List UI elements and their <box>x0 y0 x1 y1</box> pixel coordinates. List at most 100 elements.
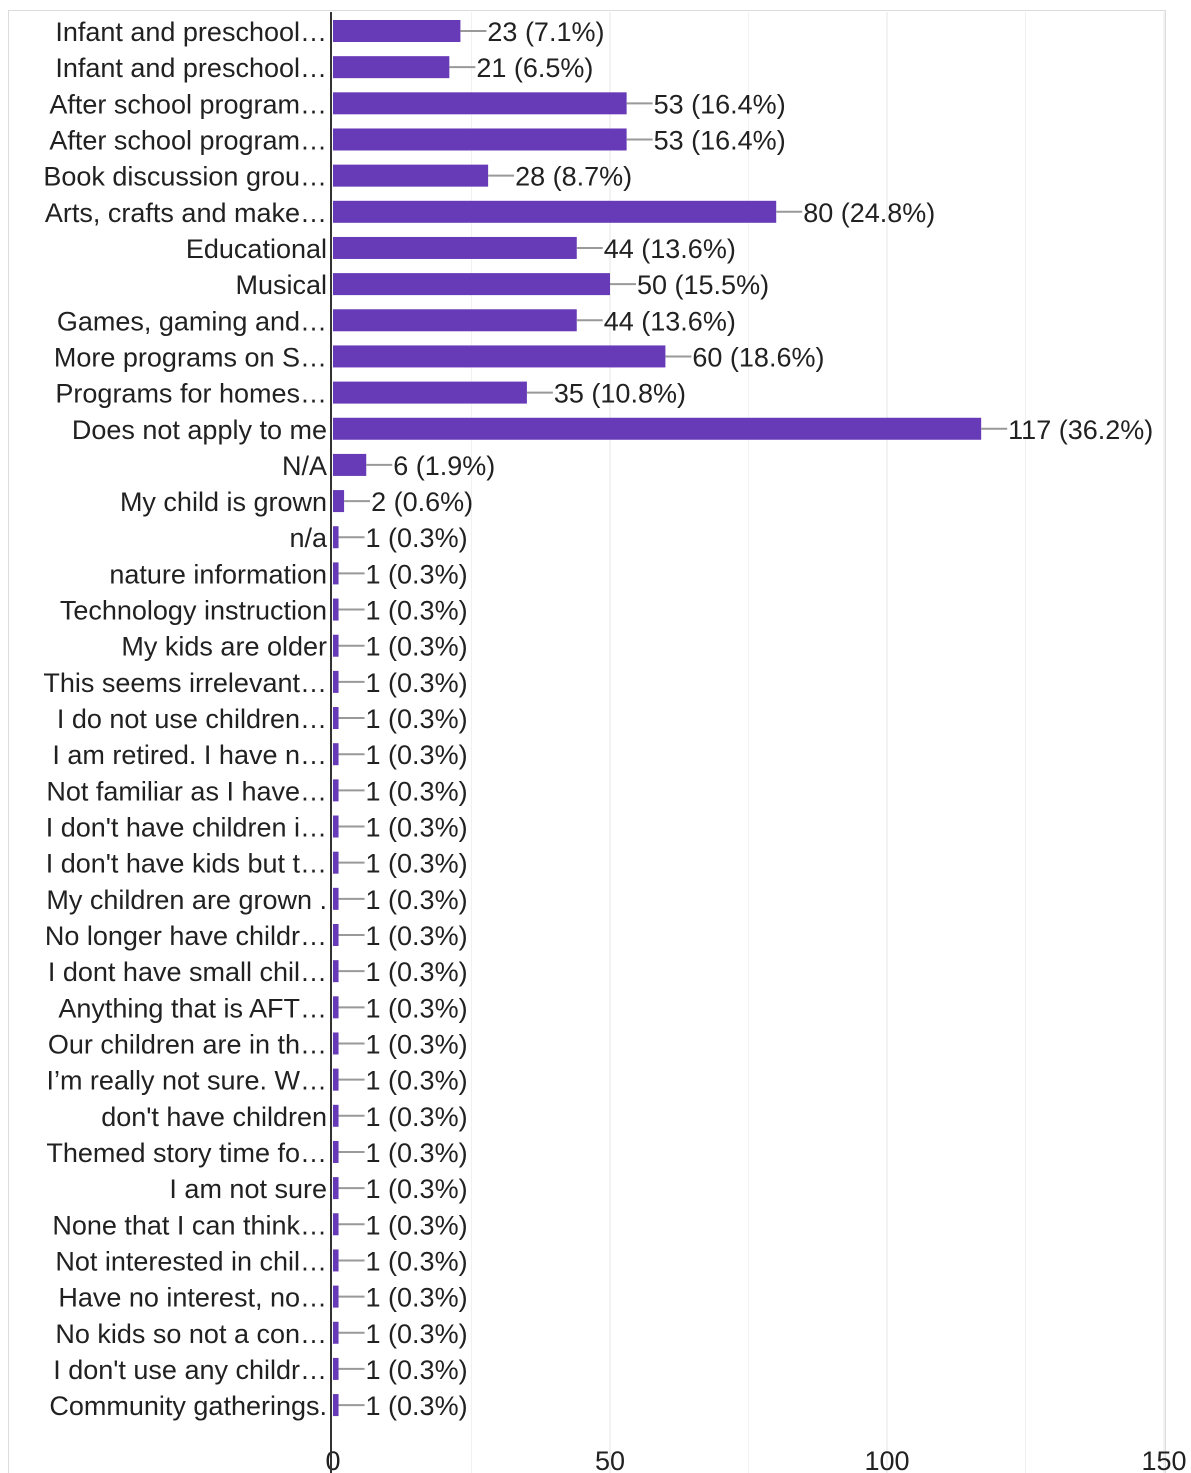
value-label: 50 (15.5%) <box>637 270 769 300</box>
category-label: Our children are in th… <box>48 1029 327 1059</box>
bar <box>333 1321 339 1344</box>
category-label: Anything that is AFT… <box>58 993 327 1023</box>
bar <box>333 92 627 115</box>
bar <box>333 236 577 259</box>
category-label: Themed story time fo… <box>46 1138 327 1168</box>
x-tick-label: 0 <box>325 1446 340 1473</box>
category-label: After school program… <box>49 89 327 119</box>
category-label: nature information <box>109 559 327 589</box>
value-label: 53 (16.4%) <box>654 89 786 119</box>
leader-lines <box>338 30 1008 1407</box>
value-label: 1 (0.3%) <box>366 957 468 987</box>
bar <box>333 1213 339 1236</box>
bar <box>333 526 339 549</box>
category-label: Community gatherings. <box>49 1391 327 1421</box>
value-label: 44 (13.6%) <box>604 234 736 264</box>
value-label: 1 (0.3%) <box>366 776 468 806</box>
category-label: None that I can think… <box>52 1210 327 1240</box>
bar <box>333 743 339 766</box>
value-label: 1 (0.3%) <box>366 668 468 698</box>
value-label: 1 (0.3%) <box>366 1102 468 1132</box>
bar <box>333 200 777 223</box>
bar <box>333 309 577 332</box>
value-label: 1 (0.3%) <box>366 523 468 553</box>
bar <box>333 1394 339 1417</box>
value-label: 117 (36.2%) <box>1008 415 1153 445</box>
bars <box>333 20 982 1417</box>
bar <box>333 634 339 657</box>
category-label: I don't have kids but t… <box>46 849 327 879</box>
value-label: 21 (6.5%) <box>476 53 593 83</box>
category-label: Have no interest, no… <box>58 1283 327 1313</box>
value-label: 1 (0.3%) <box>366 1283 468 1313</box>
bar <box>333 670 339 693</box>
bar <box>333 1104 339 1127</box>
x-tick-label: 100 <box>864 1446 909 1473</box>
category-label: My kids are older <box>121 632 327 662</box>
category-label: Games, gaming and… <box>57 306 327 336</box>
value-label: 60 (18.6%) <box>692 342 824 372</box>
category-labels: Infant and preschool… Infant and preschoo… <box>43 17 328 1421</box>
category-label: My child is grown <box>120 487 327 517</box>
value-label: 1 (0.3%) <box>366 993 468 1023</box>
x-tick-label: 150 <box>1141 1446 1186 1473</box>
bar <box>333 707 339 730</box>
category-label: Educational <box>186 234 327 264</box>
category-label: No longer have childr… <box>45 921 327 951</box>
bar <box>333 851 339 874</box>
value-label: 28 (8.7%) <box>515 162 632 192</box>
bar <box>333 453 367 476</box>
value-label: 23 (7.1%) <box>487 17 604 47</box>
category-label: This seems irrelevant… <box>43 668 327 698</box>
value-label: 1 (0.3%) <box>366 1355 468 1385</box>
value-label: 1 (0.3%) <box>366 813 468 843</box>
category-label: Technology instruction <box>60 596 327 626</box>
category-label: Does not apply to me <box>72 415 327 445</box>
category-label: I dont have small chil… <box>48 957 327 987</box>
value-label: 1 (0.3%) <box>366 704 468 734</box>
bar <box>333 924 339 946</box>
x-tick-label: 50 <box>595 1446 625 1473</box>
bar <box>333 1249 339 1272</box>
bar <box>333 1068 339 1091</box>
value-label: 1 (0.3%) <box>366 1066 468 1096</box>
bar <box>333 1285 339 1308</box>
category-label: Arts, crafts and make… <box>45 198 327 228</box>
category-label: I don't have children i… <box>46 813 327 843</box>
value-label: 1 (0.3%) <box>366 1210 468 1240</box>
x-tick-labels: 0 50 100 150 <box>325 1446 1186 1473</box>
category-label: Programs for homes… <box>55 379 327 409</box>
value-label: 1 (0.3%) <box>366 596 468 626</box>
category-label: I am not sure <box>169 1174 327 1204</box>
value-label: 1 (0.3%) <box>366 1138 468 1168</box>
value-label: 53 (16.4%) <box>654 125 786 155</box>
bar <box>333 164 489 187</box>
category-label: I’m really not sure. W… <box>46 1066 327 1096</box>
bar <box>333 381 527 404</box>
bar <box>333 1357 339 1380</box>
category-label: Infant and preschool… <box>55 53 327 83</box>
category-label: I do not use children… <box>57 704 327 734</box>
bar <box>333 562 339 585</box>
value-labels: 23 (7.1%) 21 (6.5%) 53 (16.4%) 53 (16.4%) 28… <box>366 17 1154 1421</box>
value-label: 1 (0.3%) <box>366 885 468 915</box>
category-label: More programs on S… <box>54 342 327 372</box>
category-label: Book discussion grou… <box>43 162 327 192</box>
category-label: After school program… <box>49 125 327 155</box>
chart-frame <box>8 10 1166 1473</box>
category-label: I don't use any childr… <box>53 1355 327 1385</box>
value-label: 6 (1.9%) <box>393 451 495 481</box>
bar <box>333 128 627 151</box>
bar <box>333 1177 339 1200</box>
category-label: don't have children <box>101 1102 327 1132</box>
category-label: Not familiar as I have… <box>46 776 327 806</box>
bar <box>333 815 339 838</box>
value-label: 44 (13.6%) <box>604 306 736 336</box>
value-label: 1 (0.3%) <box>366 849 468 879</box>
bar <box>333 1140 339 1163</box>
category-label: Infant and preschool… <box>55 17 327 47</box>
bar <box>333 273 610 296</box>
bar <box>333 56 450 79</box>
bar <box>333 20 461 42</box>
